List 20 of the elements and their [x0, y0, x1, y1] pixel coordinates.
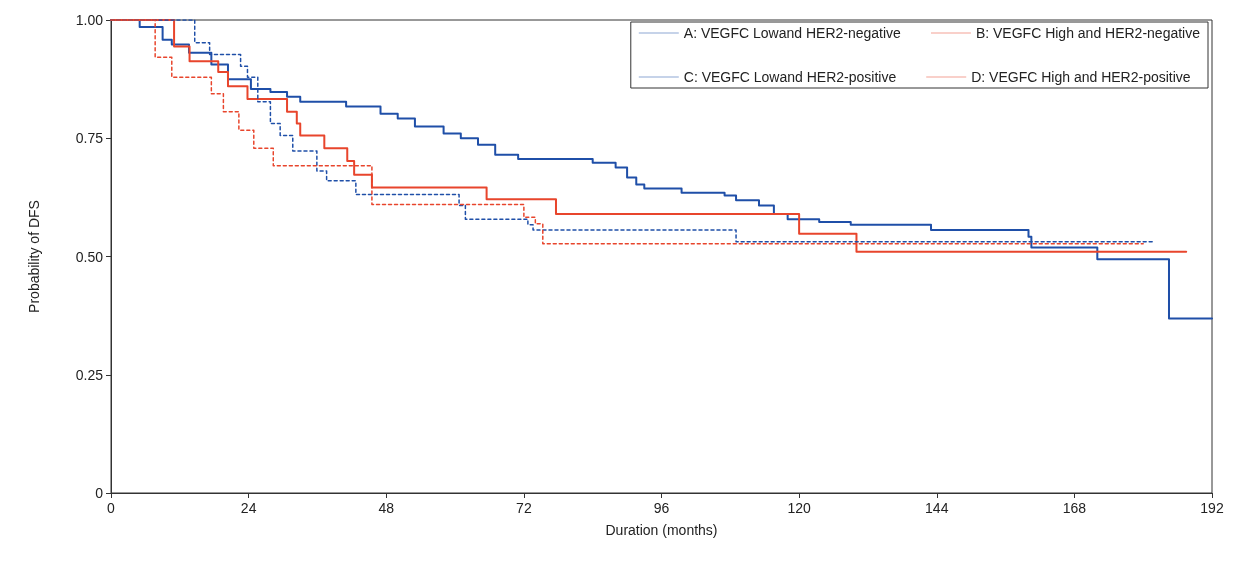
x-tick-label: 72 — [516, 500, 532, 516]
x-tick-label: 144 — [925, 500, 949, 516]
x-axis-title: Duration (months) — [605, 522, 718, 538]
x-tick-label: 120 — [787, 500, 812, 516]
y-axis-title: Probability of DFS — [26, 200, 42, 313]
x-tick-label: 24 — [240, 500, 257, 516]
legend-label: C: VEGFC Lowand HER2-positive — [683, 69, 897, 85]
x-tick-label: 96 — [653, 500, 670, 516]
legend-label: B: VEGFC High and HER2-negative — [975, 25, 1201, 41]
x-tick-label: 48 — [378, 500, 395, 516]
y-tick-label: 0 — [95, 485, 104, 501]
y-tick-label: 0.75 — [75, 130, 104, 147]
y-tick-label: 1.00 — [75, 12, 104, 28]
legend-label: A: VEGFC Lowand HER2-negative — [683, 25, 902, 41]
x-tick-label: 192 — [1200, 500, 1224, 516]
y-tick-label: 0.50 — [75, 248, 104, 265]
y-tick-label: 0.25 — [75, 366, 104, 383]
x-tick-label: 0 — [107, 500, 116, 516]
x-tick-label: 168 — [1062, 500, 1087, 516]
legend-label: D: VEGFC High and HER2-positive — [971, 69, 1191, 85]
